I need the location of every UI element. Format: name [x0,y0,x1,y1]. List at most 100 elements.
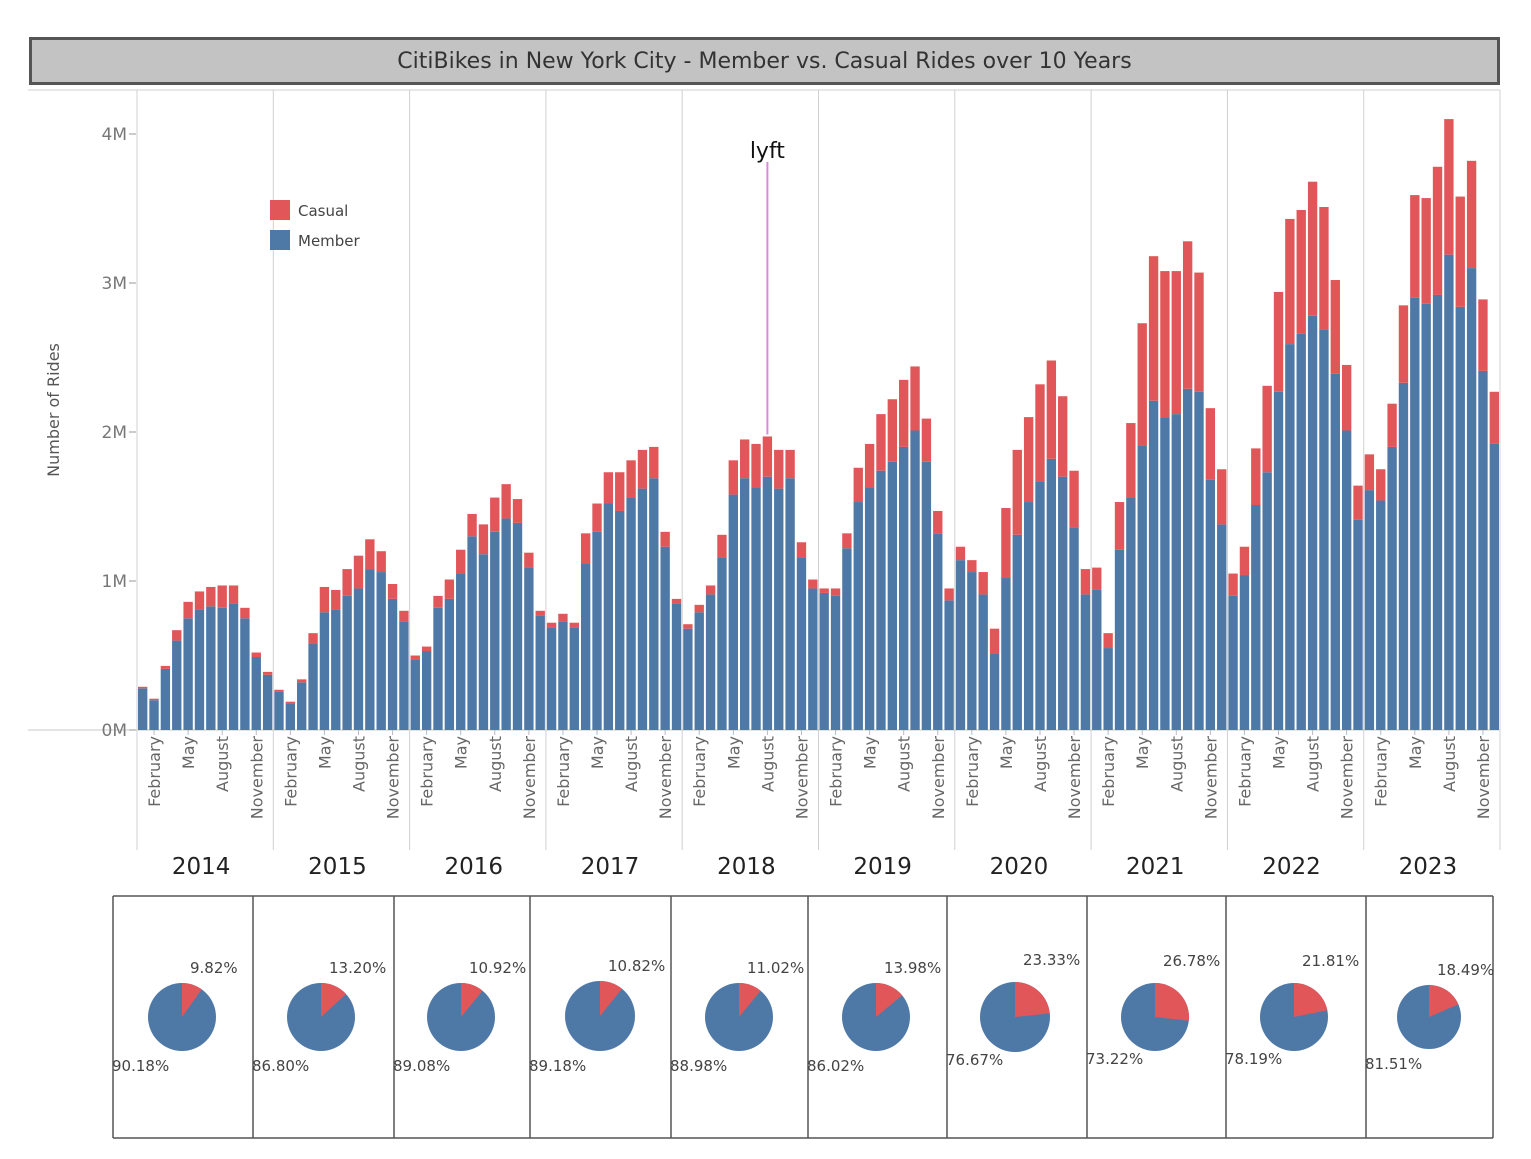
bar-casual [1466,160,1477,269]
bar-member [206,606,216,730]
bar-casual [830,588,841,596]
bar-member [467,536,477,730]
bar-casual [444,579,455,599]
bar-casual [1069,470,1079,528]
legend-swatch [270,230,290,250]
pie-slice-casual [1294,983,1328,1017]
pie-label-member: 90.18% [112,1057,169,1075]
bar-member [989,654,1000,730]
bar-member [671,603,682,730]
bar-casual [1001,507,1011,579]
x-tick-label: February [1372,736,1391,807]
bar-member [660,546,670,730]
bar-member [1432,294,1443,730]
bar-member [1171,414,1181,730]
x-tick-label: August [1031,736,1050,792]
legend-label: Casual [298,202,348,220]
bar-casual [1273,291,1284,392]
x-tick-label: May [1270,736,1289,769]
x-tick-label: May [588,736,607,769]
bar-member [774,488,784,730]
bar-member [1160,417,1170,730]
bar-casual [433,595,443,608]
bar-member [603,503,614,730]
bar-casual [864,443,875,488]
bar-casual [558,613,568,622]
bar-casual [1285,218,1295,345]
pie-label-member: 89.18% [529,1057,586,1075]
bar-member [1080,594,1091,730]
bar-member [1001,578,1011,730]
bar-member [149,700,159,730]
bar-casual [1239,546,1250,576]
bar-casual [1262,385,1272,473]
year-label: 2018 [717,854,776,880]
bar-casual [1194,272,1204,392]
bar-casual [921,418,932,462]
bar-member [297,682,307,730]
x-tick-label: November [656,736,675,820]
bar-member [285,703,296,730]
bar-casual [1137,323,1147,446]
bar-member [1398,382,1409,730]
x-tick-label: May [315,736,334,769]
bar-member [478,554,489,730]
bar-member [456,573,466,730]
year-label: 2014 [172,854,231,880]
bar-member [1058,476,1068,730]
bar-member [1126,497,1136,730]
bar-member [387,598,398,730]
bar-casual [1114,502,1125,550]
bar-casual [739,439,750,479]
bar-member [876,470,886,730]
x-tick-label: November [792,736,811,820]
bar-casual [285,701,296,704]
year-label: 2023 [1399,854,1458,880]
x-tick-label: February [145,736,164,807]
bar-casual [1444,119,1454,255]
bar-member [160,668,171,730]
x-tick-label: November [520,736,539,820]
bar-casual [649,446,659,479]
bar-casual [592,503,602,532]
bar-casual [751,443,761,488]
bar-member [558,621,568,730]
bar-casual [240,607,250,619]
pie-slice-casual [600,981,623,1016]
bar-casual [274,689,284,692]
bar-casual [671,598,682,604]
pie-label-casual: 13.20% [329,959,386,977]
bar-casual [1012,449,1022,535]
bar-member [649,478,659,730]
bar-member [864,487,875,730]
x-tick-label: November [929,736,948,820]
bar-casual [365,539,375,570]
bar-member [1341,430,1352,730]
bar-casual [1398,305,1409,383]
x-tick-label: November [1201,736,1220,820]
bar-casual [149,698,159,701]
annotation-label: lyft [750,139,785,164]
x-tick-label: August [1440,736,1459,792]
bar-member [172,640,182,730]
y-axis-title: Number of Rides [44,343,63,477]
bar-casual [1080,569,1091,595]
bar-member [933,533,943,730]
bar-casual [251,652,261,657]
year-label: 2019 [853,854,912,880]
bar-casual [1205,408,1216,480]
bar-member [955,560,966,730]
bar-casual [1148,256,1159,401]
pie-slice-casual [182,983,202,1017]
y-tick-label: 2M [102,423,127,443]
bar-member [1012,534,1022,730]
bar-member [524,567,534,730]
bar-member [1137,445,1147,730]
x-tick-label: February [827,736,846,807]
bar-member [899,446,909,730]
bar-casual [319,586,330,613]
bar-casual [819,588,829,593]
bar-member [1046,458,1057,730]
bar-member [1364,490,1375,730]
